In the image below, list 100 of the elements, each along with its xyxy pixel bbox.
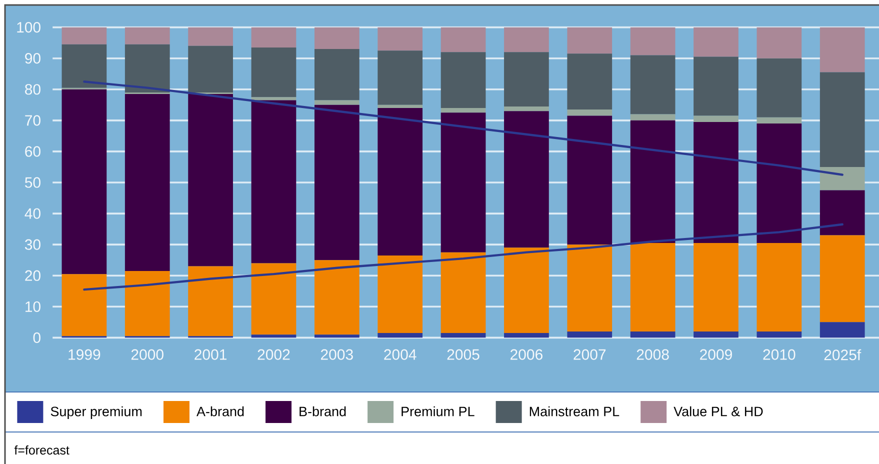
bar: [567, 27, 612, 54]
bar: [504, 248, 549, 334]
bar: [62, 89, 107, 274]
bar: [630, 114, 676, 120]
bar: [820, 166, 865, 190]
bar: [504, 333, 549, 338]
y-tick-label: 50: [24, 177, 40, 188]
bar: [314, 49, 360, 100]
bar: [504, 106, 549, 112]
bar: [440, 333, 486, 338]
bar: [378, 27, 423, 51]
bar: [567, 331, 612, 338]
bar: [504, 27, 549, 52]
bar: [567, 116, 612, 245]
bar: [251, 263, 296, 335]
bar: [314, 334, 360, 338]
bar: [756, 243, 802, 332]
bar: [378, 255, 423, 334]
y-tick-label: 100: [17, 22, 40, 33]
bar: [756, 124, 802, 244]
x-tick-label: 2003: [320, 349, 353, 360]
bar: [188, 266, 233, 336]
legend-label: A-brand: [196, 406, 244, 416]
bar: [694, 56, 738, 116]
bar: [567, 110, 612, 116]
bar: [378, 108, 423, 256]
bar: [630, 243, 676, 332]
bar: [504, 52, 549, 106]
bar: [378, 333, 423, 338]
bar: [314, 260, 360, 335]
bar: [124, 44, 170, 92]
bar: [630, 27, 676, 56]
bar: [440, 252, 486, 334]
bar: [756, 58, 802, 118]
bar: [314, 27, 360, 50]
x-tick-label: 2000: [131, 349, 164, 360]
x-tick-label: 2002: [258, 349, 290, 360]
y-tick-label: 20: [25, 270, 40, 281]
bar: [188, 46, 233, 92]
bar: [694, 116, 738, 122]
bar: [251, 47, 296, 98]
bar: [694, 331, 738, 338]
bar: [694, 243, 738, 332]
x-tick-label: 2006: [510, 349, 542, 360]
bar: [440, 27, 486, 52]
bar: [124, 27, 170, 44]
x-tick-label: 2010: [763, 349, 796, 360]
x-tick-label: 2009: [700, 349, 732, 360]
y-tick-label: 80: [25, 84, 40, 95]
legend-label: Value PL & HD: [674, 406, 763, 416]
bar: [440, 108, 486, 113]
bar: [756, 27, 802, 58]
bar: [694, 122, 738, 244]
bar: [504, 111, 549, 248]
bar: [188, 94, 233, 266]
bar: [378, 50, 423, 105]
bar: [251, 97, 296, 100]
bar: [251, 334, 296, 338]
bar: [251, 27, 296, 48]
bar: [124, 270, 170, 336]
bar: [630, 331, 676, 338]
x-tick-label: 2007: [574, 349, 606, 360]
bar: [62, 274, 107, 336]
x-tick-label: 2005: [447, 349, 480, 360]
y-tick-label: 30: [24, 239, 40, 250]
bar: [756, 117, 802, 124]
bar: [820, 322, 865, 338]
bar: [251, 100, 296, 264]
y-tick-label: 60: [25, 146, 40, 157]
bar: [378, 104, 423, 108]
bar: [820, 72, 865, 167]
bar: [756, 331, 802, 338]
bar: [820, 235, 865, 322]
y-tick-label: 90: [25, 53, 40, 64]
legend-label: B-brand: [300, 406, 346, 416]
bar: [314, 100, 360, 105]
x-tick-label: 2004: [384, 349, 416, 360]
bar: [62, 44, 107, 88]
bar: [440, 112, 486, 252]
legend-label: Premium PL: [402, 406, 474, 416]
y-tick-label: 10: [26, 301, 40, 312]
bar: [124, 94, 170, 271]
legend-label: Mainstream PL: [530, 406, 620, 416]
x-tick-label: 2025f: [824, 349, 862, 360]
legend-label: Super premium: [50, 406, 142, 419]
line-series: [83, 223, 844, 291]
bar: [62, 27, 107, 44]
bar: [567, 244, 612, 332]
text: f=forecast: [14, 445, 70, 455]
bar: [630, 55, 676, 114]
bar: [567, 54, 612, 110]
y-tick-label: 40: [24, 208, 40, 219]
bar: [630, 120, 676, 244]
x-tick-label: 2001: [194, 349, 226, 360]
bar: [694, 27, 738, 57]
bar: [314, 104, 360, 260]
x-tick-label: 2008: [636, 349, 669, 360]
y-tick-label: 70: [25, 115, 40, 126]
x-tick-label: 1999: [68, 349, 100, 360]
bar: [820, 27, 865, 72]
